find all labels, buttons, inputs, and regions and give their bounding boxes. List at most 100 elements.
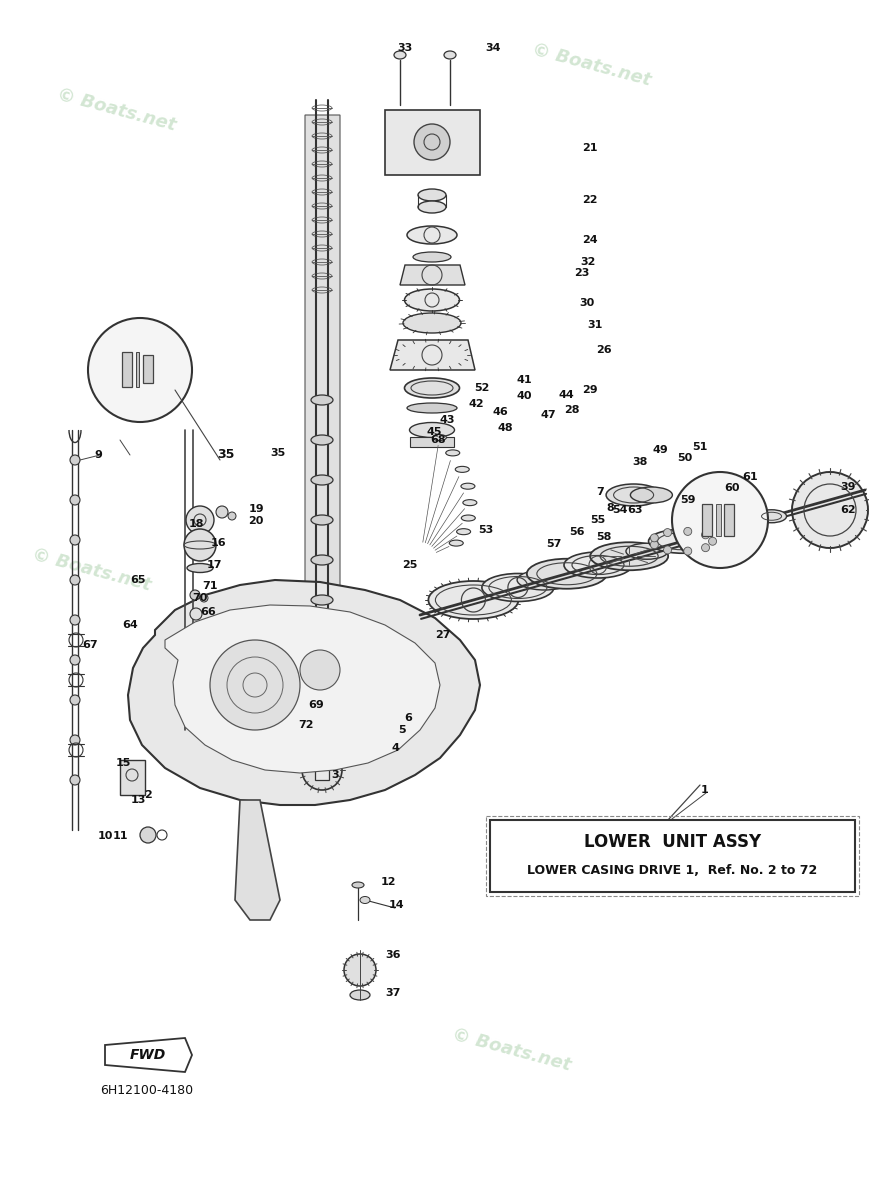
Circle shape [190,590,200,600]
Text: 12: 12 [381,877,395,887]
Circle shape [140,827,156,842]
Ellipse shape [308,698,336,710]
Text: 40: 40 [516,391,532,401]
Text: 21: 21 [582,143,598,152]
Text: 2: 2 [144,790,152,800]
Circle shape [70,575,80,584]
Text: 22: 22 [582,194,598,205]
Text: 62: 62 [840,505,856,515]
Ellipse shape [590,542,668,570]
Ellipse shape [407,226,457,244]
Text: © Boats.net: © Boats.net [530,41,653,90]
Ellipse shape [404,289,460,311]
Polygon shape [235,800,280,920]
Circle shape [672,472,768,568]
Text: 15: 15 [116,758,130,768]
Bar [385,110,480,175]
Text: 17: 17 [206,560,222,570]
Bar [122,352,132,386]
Text: © Boats.net: © Boats.net [30,546,153,594]
Circle shape [200,594,208,602]
Text: 69: 69 [308,700,324,710]
Text: 47: 47 [541,410,556,420]
Circle shape [650,534,659,542]
Circle shape [684,547,692,556]
Circle shape [216,506,228,518]
Circle shape [414,124,450,160]
Text: 11: 11 [112,830,128,841]
Circle shape [210,640,300,730]
Ellipse shape [455,467,469,473]
Text: 35: 35 [217,449,235,462]
Ellipse shape [403,313,461,332]
Text: 20: 20 [249,516,263,526]
Ellipse shape [461,515,475,521]
Circle shape [70,455,80,464]
Bar [724,504,734,536]
Text: 61: 61 [742,472,758,482]
Text: 57: 57 [547,539,561,550]
Ellipse shape [517,570,572,590]
Text: 53: 53 [478,526,494,535]
Text: 63: 63 [627,505,643,515]
Circle shape [70,614,80,625]
Text: 18: 18 [189,518,203,529]
Ellipse shape [394,50,406,59]
Text: 19: 19 [249,504,264,514]
Text: 25: 25 [402,560,418,570]
Text: 1: 1 [701,785,709,794]
Text: 33: 33 [397,43,413,53]
Polygon shape [105,1038,192,1072]
Ellipse shape [418,200,446,214]
Circle shape [70,695,80,704]
Circle shape [664,546,672,554]
Text: 71: 71 [202,581,218,590]
Bar [410,437,454,446]
Ellipse shape [456,529,471,535]
Circle shape [792,472,868,548]
Text: 30: 30 [580,298,594,308]
Ellipse shape [312,728,332,736]
Ellipse shape [726,518,754,530]
Text: 36: 36 [385,950,401,960]
Bar [702,504,712,536]
Ellipse shape [606,484,661,506]
Text: 51: 51 [693,442,707,452]
Ellipse shape [446,450,460,456]
Ellipse shape [311,395,333,404]
Text: 58: 58 [596,532,612,542]
Text: 52: 52 [474,383,490,392]
Ellipse shape [482,574,554,601]
Text: 14: 14 [388,900,404,910]
Text: 3: 3 [331,770,339,780]
Text: 37: 37 [385,988,401,998]
Ellipse shape [311,635,333,646]
Text: 64: 64 [123,620,138,630]
Circle shape [70,494,80,505]
Ellipse shape [428,581,519,619]
Polygon shape [305,115,375,780]
Circle shape [708,538,717,545]
Circle shape [184,529,216,560]
Text: FWD: FWD [129,1048,166,1062]
Ellipse shape [187,564,213,572]
Circle shape [70,775,80,785]
Text: 6: 6 [404,713,412,722]
Text: 60: 60 [724,482,740,493]
Polygon shape [165,605,440,773]
Bar [315,740,329,780]
Ellipse shape [648,529,717,553]
Text: 45: 45 [427,427,441,437]
Text: 29: 29 [582,385,598,395]
Text: 55: 55 [590,515,606,526]
Text: 7: 7 [596,487,604,497]
Text: 10: 10 [97,830,113,841]
Text: 66: 66 [200,607,216,617]
Text: 70: 70 [192,593,208,602]
Text: 23: 23 [574,268,590,278]
Text: 8: 8 [606,503,614,514]
Polygon shape [390,340,475,370]
Text: 65: 65 [130,575,146,584]
Text: 27: 27 [435,630,451,640]
Circle shape [344,954,376,986]
